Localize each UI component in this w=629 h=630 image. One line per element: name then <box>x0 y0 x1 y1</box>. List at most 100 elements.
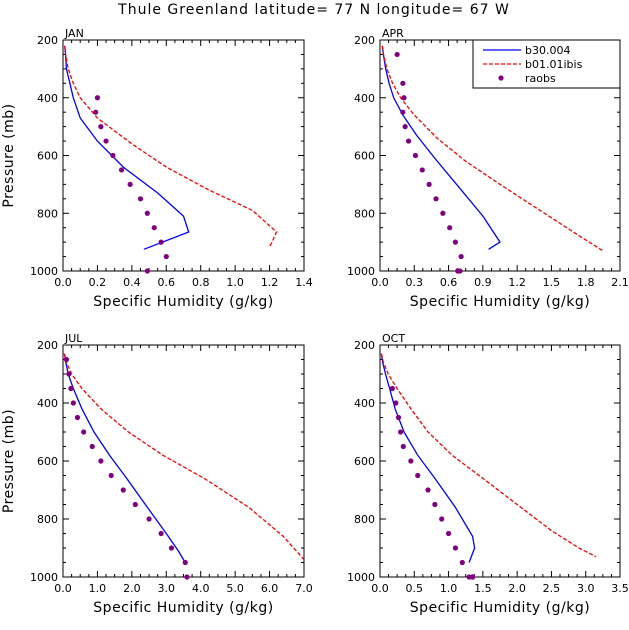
y-tick-label: 400 <box>37 92 58 105</box>
raobs-point <box>110 152 116 159</box>
y-tick-label: 600 <box>354 455 375 468</box>
x-tick-label: 3.0 <box>158 582 176 595</box>
x-tick-label: 3.5 <box>611 582 629 595</box>
y-tick-label: 200 <box>37 339 58 352</box>
raobs-point <box>459 559 465 566</box>
y-axis-label: Pressure (mb) <box>1 409 17 513</box>
y-tick-label: 1000 <box>30 265 58 278</box>
raobs-point <box>74 414 81 421</box>
panel-apr: APR 0.0 0.3 0.6 0.9 1.2 1.5 1.8 2.1 200 400 600 800 1… <box>347 27 629 310</box>
y-tick-label: 600 <box>37 455 58 468</box>
raobs-point <box>419 167 425 173</box>
raobs-point <box>68 385 74 392</box>
y-tick-label: 200 <box>37 34 58 47</box>
raobs-point <box>158 239 164 245</box>
raobs-point <box>66 371 72 377</box>
x-axis-label: Specific Humidity (g/kg) <box>410 294 590 310</box>
raobs-point <box>402 124 408 130</box>
x-tick-label: 1.2 <box>508 276 526 289</box>
raobs-point <box>184 574 190 580</box>
raobs-point <box>144 210 150 216</box>
panel-jan: JAN 0.0 0.2 0.4 0.6 0.8 1.0 1.2 1.4 200 400 600 800 1… <box>1 27 313 310</box>
y-tick-label: 200 <box>354 34 375 47</box>
b01-ibis-line <box>380 353 597 558</box>
legend-label: raobs <box>525 72 556 85</box>
panel-label: OCT <box>382 332 405 345</box>
raobs-point <box>400 443 406 450</box>
raobs-point <box>415 472 421 479</box>
x-tick-label: 0.9 <box>474 276 492 289</box>
x-tick-label: 2.1 <box>611 276 629 289</box>
raobs-point <box>445 530 452 537</box>
y-tick-label: 400 <box>354 397 375 410</box>
x-tick-label: 2.0 <box>123 582 141 595</box>
raobs-point <box>132 501 138 508</box>
x-axis-label: Specific Humidity (g/kg) <box>410 600 590 616</box>
y-tick-label: 600 <box>354 150 375 163</box>
x-tick-label: 1.4 <box>295 276 313 289</box>
raobs-point <box>89 443 95 450</box>
x-tick-label: 0.0 <box>371 276 389 289</box>
raobs-point <box>98 458 104 464</box>
b30-line <box>380 353 476 563</box>
x-tick-label: 2.5 <box>543 582 561 595</box>
raobs-point <box>389 385 395 392</box>
b01-ibis-line <box>63 353 305 561</box>
x-tick-label: 1.5 <box>543 276 561 289</box>
x-tick-label: 1.5 <box>474 582 492 595</box>
x-tick-label: 0.8 <box>192 276 210 289</box>
x-tick-label: 0.6 <box>440 276 458 289</box>
raobs-point <box>408 458 414 464</box>
raobs-point <box>103 138 109 144</box>
raobs-point <box>397 429 404 435</box>
raobs-point <box>144 268 150 274</box>
x-tick-label: 0.0 <box>54 582 72 595</box>
raobs-point <box>400 109 406 115</box>
x-tick-label: 0.6 <box>158 276 176 289</box>
raobs-point <box>469 574 476 580</box>
legend-label: b01.01ibis <box>525 58 583 71</box>
panel-oct: OCT 0.0 0.5 1.0 1.5 2.0 2.5 3.0 3.5 200 400 600 800 1… <box>347 332 629 616</box>
panel-jul: JUL 0.0 1.0 2.0 3.0 4.0 5.0 6.0 7.0 200 400 600 800 1… <box>1 332 313 616</box>
y-tick-label: 800 <box>354 207 375 220</box>
y-tick-label: 200 <box>354 339 375 352</box>
b30-line <box>64 45 190 250</box>
raobs-point <box>412 152 419 159</box>
panel-label: JUL <box>64 332 83 345</box>
x-tick-label: 1.0 <box>89 582 107 595</box>
raobs-point <box>163 253 169 260</box>
y-tick-label: 1000 <box>347 265 375 278</box>
raobs-point <box>455 268 461 274</box>
raobs-point <box>393 400 399 406</box>
x-tick-label: 1.2 <box>261 276 279 289</box>
panel-label: APR <box>382 27 404 40</box>
legend-raobs-swatch <box>498 75 504 81</box>
x-axis-label: Specific Humidity (g/kg) <box>93 600 273 616</box>
b30-line <box>63 353 186 563</box>
raobs-point <box>118 167 125 173</box>
y-tick-label: 800 <box>37 207 58 220</box>
x-tick-label: 7.0 <box>295 582 313 595</box>
y-tick-label: 400 <box>37 397 58 410</box>
raobs-point <box>440 210 446 216</box>
raobs-point <box>182 559 188 566</box>
x-tick-label: 1.8 <box>577 276 595 289</box>
raobs-point <box>151 225 157 231</box>
raobs-point <box>432 501 438 508</box>
raobs-point <box>94 95 101 101</box>
x-tick-label: 0.0 <box>54 276 72 289</box>
figure-title: Thule Greenland latitude= 77 N longitude… <box>117 2 510 18</box>
raobs-point <box>158 530 164 537</box>
x-tick-label: 0.3 <box>406 276 424 289</box>
x-tick-label: 0.2 <box>89 276 107 289</box>
raobs-point <box>127 181 133 187</box>
x-tick-label: 0.0 <box>371 582 389 595</box>
y-tick-label: 400 <box>354 92 375 105</box>
raobs-point <box>400 80 406 86</box>
raobs-point <box>137 196 144 202</box>
raobs-point <box>108 472 114 479</box>
raobs-point <box>394 51 400 58</box>
x-tick-label: 6.0 <box>261 582 279 595</box>
y-tick-label: 800 <box>37 513 58 526</box>
